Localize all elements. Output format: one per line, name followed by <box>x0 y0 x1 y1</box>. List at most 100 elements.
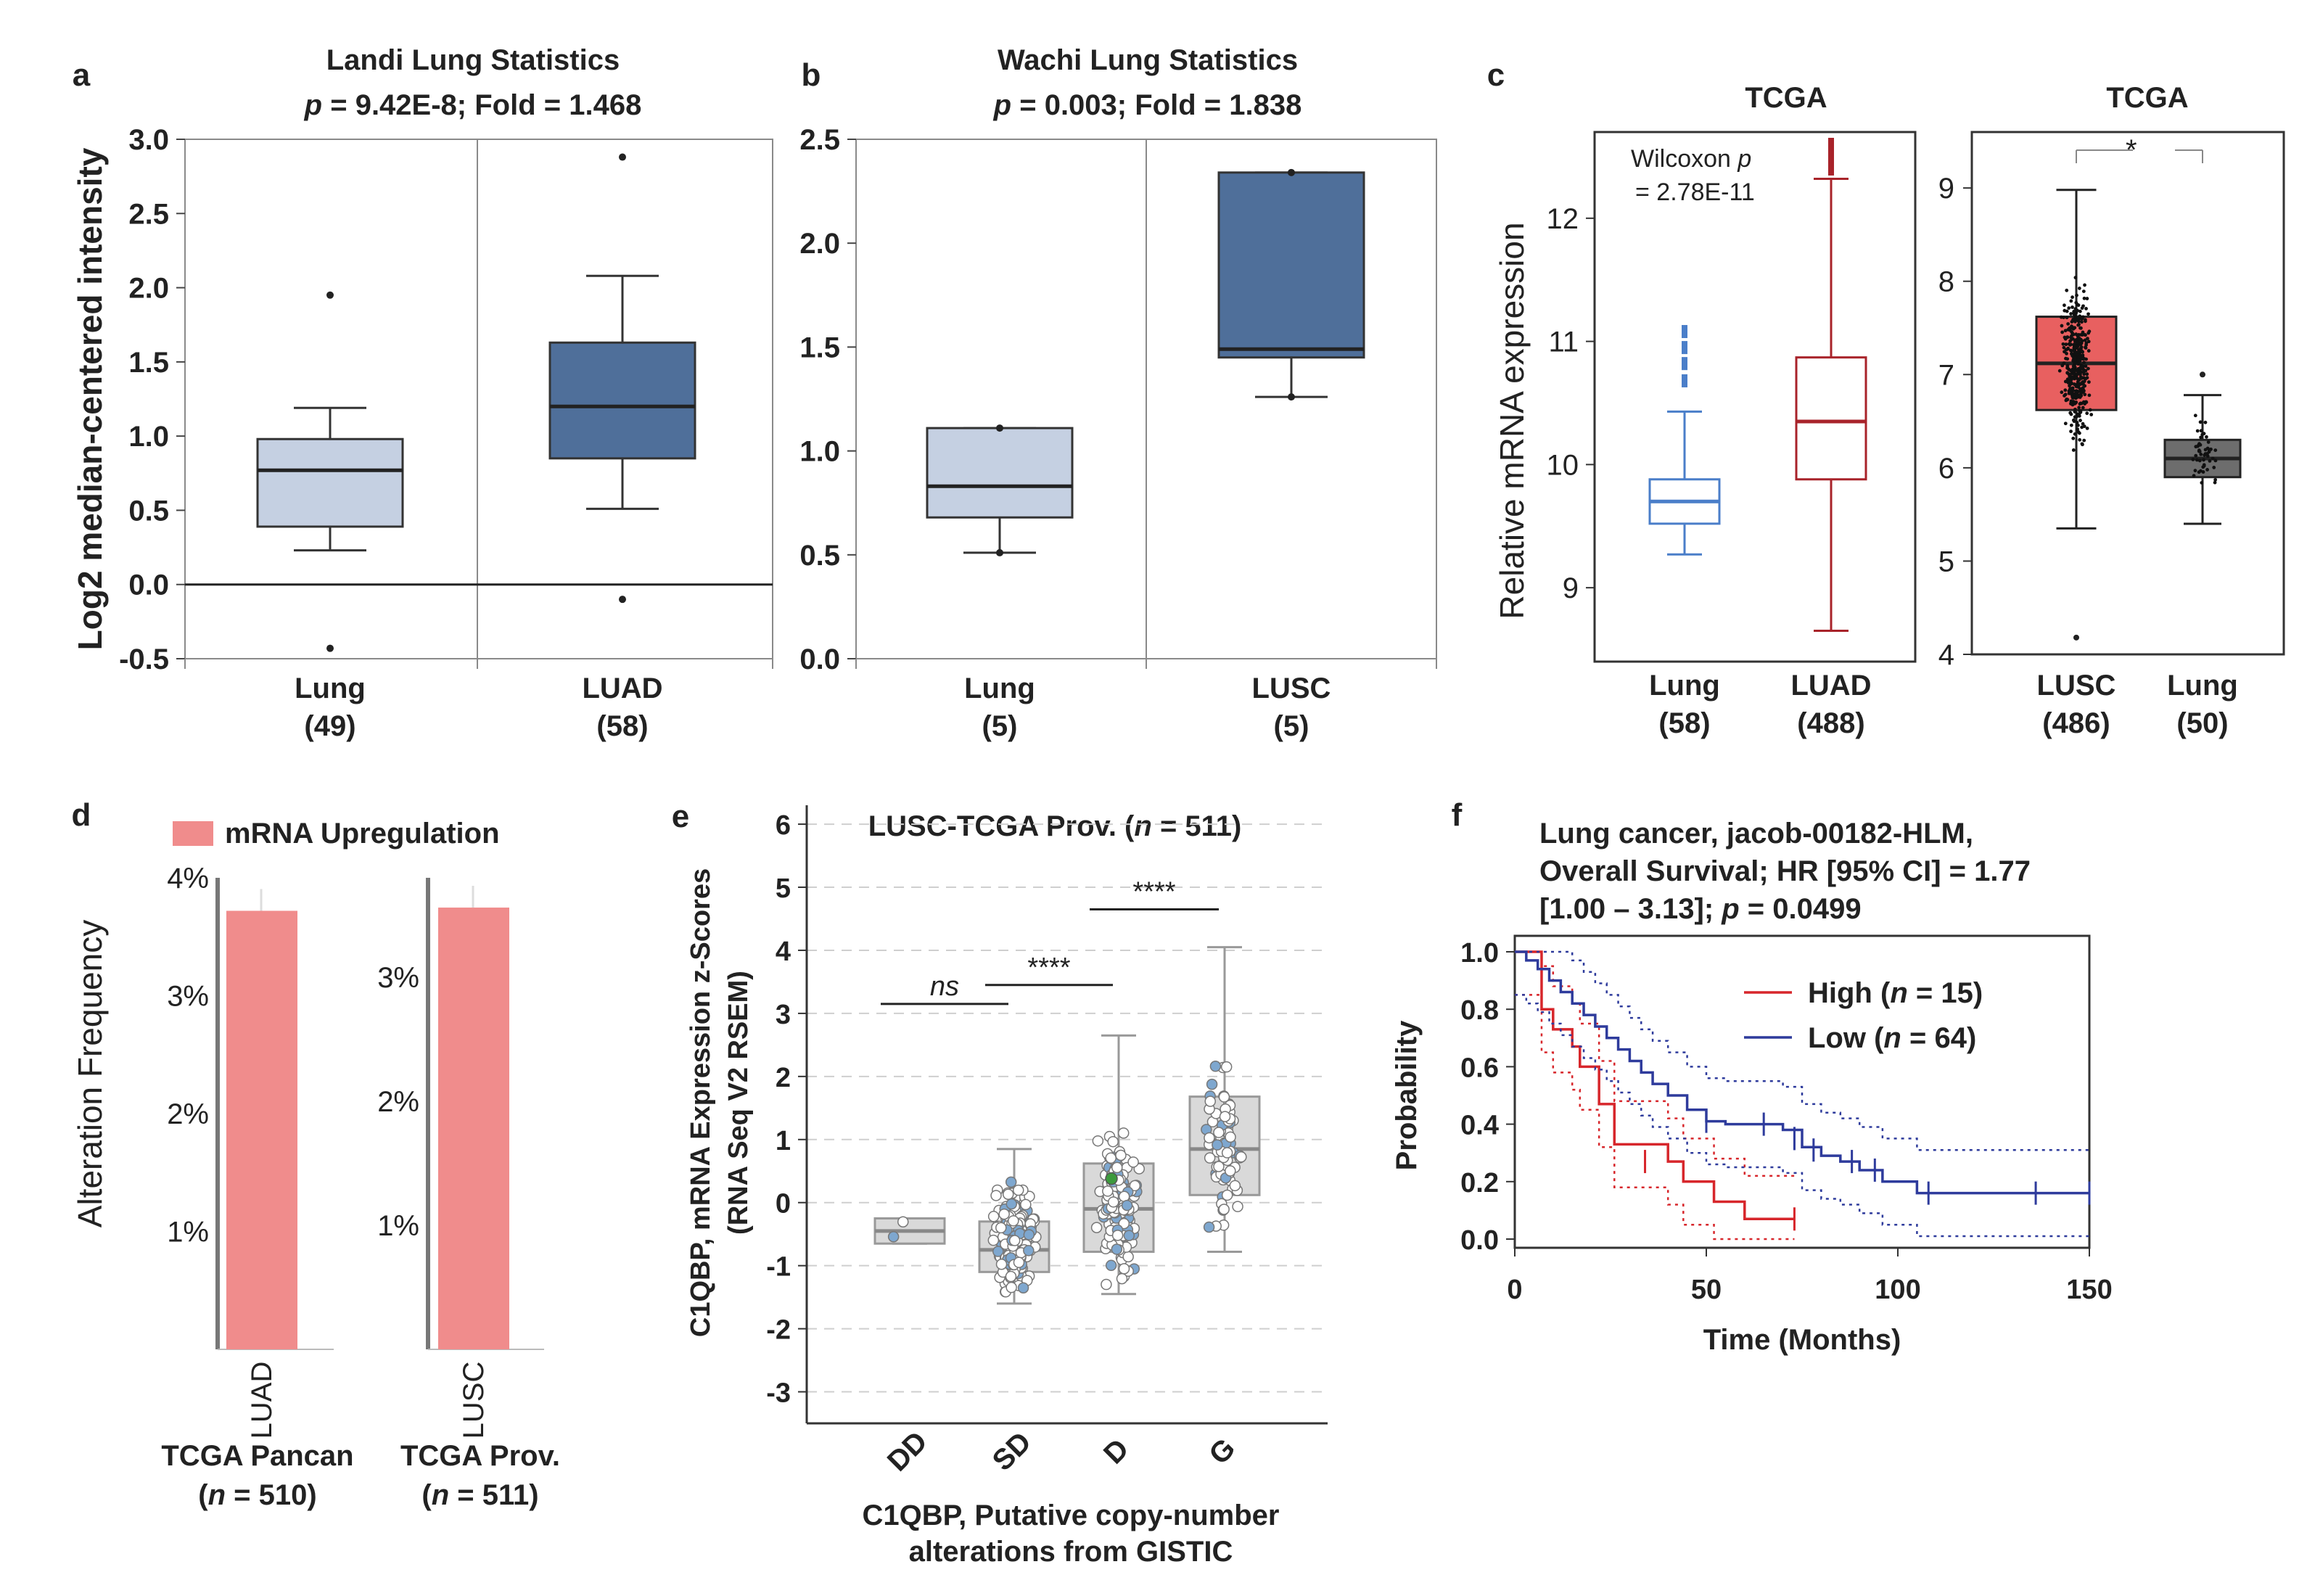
dot <box>2081 421 2085 426</box>
dot <box>2081 380 2085 384</box>
y-tick-label: 1.5 <box>128 347 169 379</box>
y-tick-label: 2.5 <box>799 124 840 156</box>
dot <box>2082 424 2086 429</box>
plot-frame <box>1593 131 1917 663</box>
legend-swatch <box>173 821 213 846</box>
dot <box>2194 453 2198 458</box>
y-tick-label: 1.0 <box>1460 938 1499 968</box>
dot <box>2066 322 2070 326</box>
dot <box>2062 361 2066 366</box>
dot <box>2203 452 2208 456</box>
dot <box>2085 297 2089 300</box>
significance-star: * <box>2126 134 2137 166</box>
data-point <box>1107 1135 1119 1148</box>
dot <box>2073 410 2077 414</box>
y-tick-label: 1.0 <box>128 421 169 453</box>
y-tick-label: 3% <box>167 981 209 1013</box>
dot <box>2071 448 2076 452</box>
y-tick-label: 3 <box>776 1000 791 1030</box>
dot <box>2193 414 2197 418</box>
data-point <box>887 1231 900 1243</box>
data-point <box>1101 1278 1112 1291</box>
dot <box>2072 382 2076 386</box>
x-tick-label: LUSC <box>458 1362 490 1439</box>
dot <box>2082 361 2086 365</box>
dot <box>2075 293 2078 297</box>
dot <box>2083 338 2087 342</box>
dot <box>2076 350 2080 354</box>
y-tick-label: 1% <box>167 1217 209 1249</box>
study-count: (n = 510) <box>198 1479 316 1511</box>
outlier-point <box>1682 374 1687 387</box>
dot <box>2062 345 2066 350</box>
data-point <box>1219 1111 1231 1122</box>
dot <box>2081 406 2085 410</box>
data-point <box>995 1258 1008 1270</box>
dot <box>2065 288 2069 292</box>
dot <box>2081 364 2085 369</box>
dot <box>2085 411 2089 416</box>
dot <box>2069 429 2073 434</box>
dot <box>2199 429 2203 433</box>
dot <box>2074 332 2078 337</box>
dot <box>2081 304 2085 308</box>
dot <box>2065 371 2070 375</box>
dot <box>2198 420 2203 424</box>
ci-upper-low <box>1515 950 2089 1151</box>
dot <box>2065 357 2070 361</box>
dot <box>2068 382 2072 387</box>
box-lung-box <box>256 437 404 528</box>
panel-label-e: e <box>672 799 689 834</box>
dot <box>2079 345 2084 349</box>
data-point <box>1221 1147 1233 1159</box>
data-point <box>1111 1161 1123 1174</box>
x-tick-label: SD <box>987 1426 1037 1477</box>
data-point <box>1204 1152 1216 1164</box>
x-axis-label: C1QBP, Putative copy-number <box>863 1500 1280 1531</box>
data-point <box>1235 1151 1247 1163</box>
survival-curve-high <box>1515 950 1795 1221</box>
chart-title-2: Overall Survival; HR [95% CI] = 1.77 <box>1539 855 2031 887</box>
data-point <box>1102 1185 1114 1197</box>
x-tick-label: LUAD <box>246 1362 278 1439</box>
chart-title: LUSC-TCGA Prov. (n = 511) <box>868 810 1242 842</box>
y-tick-label: 9 <box>1938 173 1954 205</box>
dot <box>2211 456 2215 461</box>
y-tick-label: 0.2 <box>1460 1168 1499 1198</box>
chart-stats: p = 9.42E-8; Fold = 1.468 <box>304 89 642 121</box>
dot <box>2076 316 2080 321</box>
dot <box>2077 337 2081 340</box>
dot <box>2073 358 2077 362</box>
data-point <box>1203 1221 1215 1233</box>
box-luad-box <box>548 341 696 460</box>
dot <box>2070 354 2075 358</box>
data-point <box>987 1234 1000 1246</box>
panel-c-left: c TCGA 9 10 11 12 Relative mRNA expression Wilc… <box>1487 57 1917 739</box>
dot <box>2213 480 2217 485</box>
dot <box>2069 390 2073 394</box>
dot <box>2087 393 2092 398</box>
data-point <box>1090 1222 1103 1233</box>
outlier-point <box>2073 634 2079 641</box>
dot <box>2073 432 2077 436</box>
dot <box>2086 340 2091 344</box>
x-tick-label: 0 <box>1507 1275 1522 1305</box>
dot <box>2069 423 2073 427</box>
dot <box>2195 429 2200 433</box>
dot <box>2081 357 2085 361</box>
x-tick-count: (58) <box>1658 707 1710 739</box>
x-tick-label: LUSC <box>1252 672 1331 704</box>
y-tick-label: 5 <box>776 873 791 904</box>
dot <box>2195 458 2199 462</box>
panel-label-c: c <box>1487 57 1505 93</box>
dot <box>2063 379 2068 384</box>
dot <box>2081 400 2086 404</box>
legend-label-high: High (n = 15) <box>1808 977 1983 1009</box>
dot <box>2191 457 2195 461</box>
dot <box>2063 303 2066 308</box>
ci-lower-low <box>1515 994 2089 1238</box>
dot <box>2068 411 2073 415</box>
x-tick-count: (49) <box>304 710 355 742</box>
y-tick-label: 0.0 <box>128 569 169 601</box>
dot <box>2082 370 2086 374</box>
